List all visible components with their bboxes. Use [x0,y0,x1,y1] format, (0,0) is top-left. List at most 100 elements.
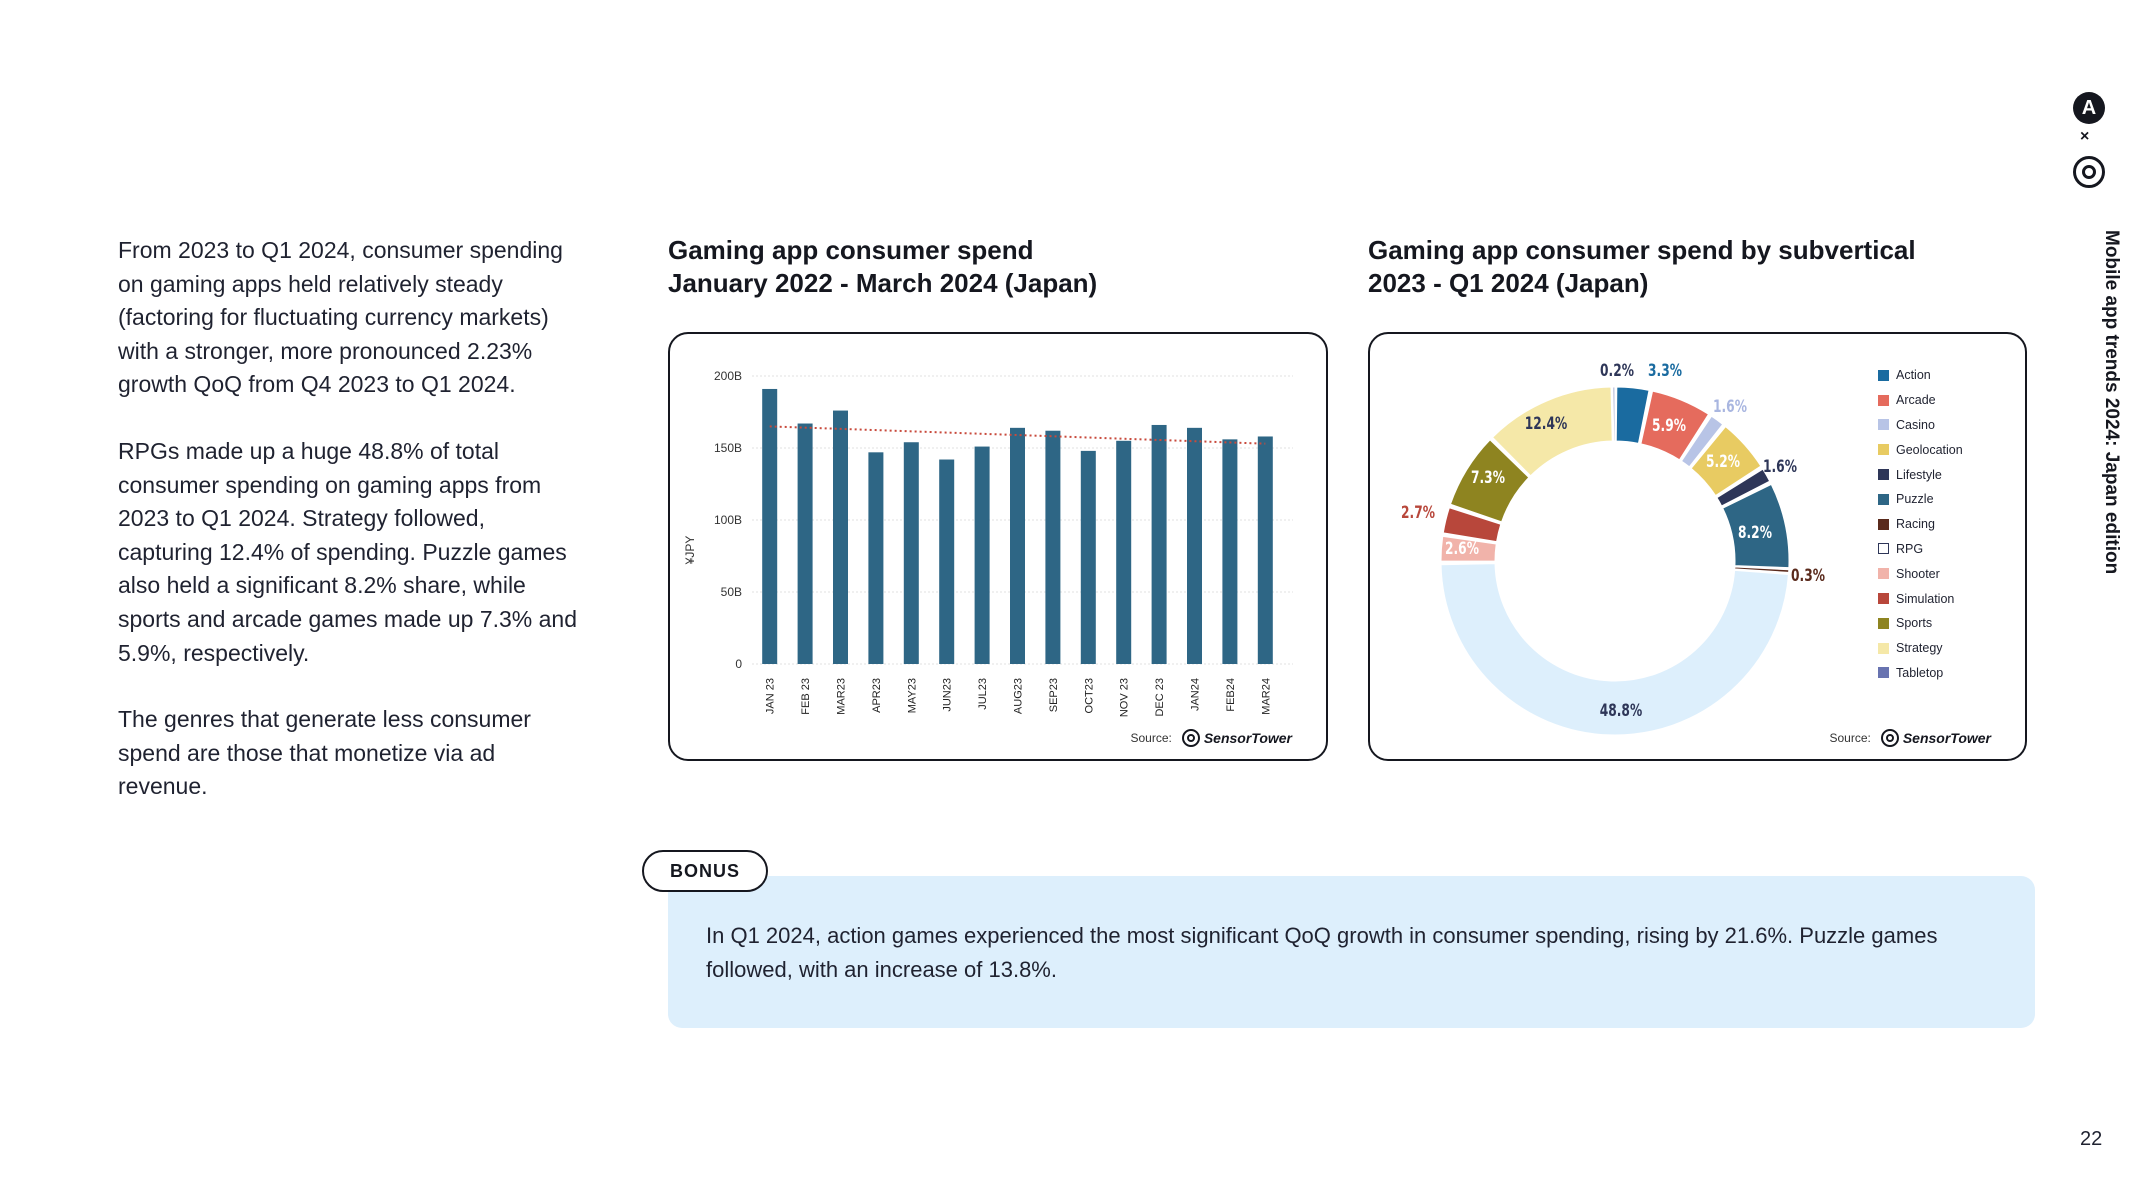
sensortower-logo: SensorTower [1181,729,1292,747]
bar-chart-source: Source: SensorTower [1130,729,1292,747]
y-tick-label: 100B [714,513,742,527]
donut-slice [1640,390,1710,461]
bar [833,410,848,664]
legend-item: Action [1878,363,1963,388]
x-tick-label: MAR23 [836,678,848,715]
donut-slice [1442,507,1502,543]
brand-x-icon: × [2080,128,2090,145]
legend-label: Simulation [1896,591,1955,606]
bar [797,423,813,664]
legend-swatch [1878,568,1889,580]
donut-chart: 3.3% 5.9% 1.6% 5.2% 1.6% 8.2% 0.3% 48.8% 2.6% 2.7… [1401,361,1825,736]
bar [974,446,990,664]
legend-label: Sports [1896,616,1933,631]
bar-chart-card: 0 50B 100B 150B 200B ¥JPY JAN 23 FEB 23 MAR23 APR… [668,332,1328,761]
donut-slice [1734,566,1790,573]
bar [1080,450,1096,664]
x-tick-label: JUN23 [942,678,954,712]
report-side-title: Mobile app trends 2024: Japan edition [2101,230,2122,575]
y-axis-label: ¥JPY [683,536,697,566]
sensortower-brand: SensorTower [1902,730,1991,746]
summary-paragraph-2: RPGs made up a huge 48.8% of total consu… [118,437,578,666]
legend-item: Shooter [1878,561,1963,586]
donut-slice [1440,535,1497,562]
legend-label: Racing [1896,517,1935,532]
donut-slice [1716,468,1771,507]
donut-slice [1615,386,1650,444]
sensortower-icon [1880,729,1899,747]
bar [1187,427,1202,664]
y-tick-label: 150B [714,441,742,455]
x-tick-label: APR23 [871,678,883,713]
legend-item: RPG [1878,537,1963,562]
page-number: 22 [2080,1128,2103,1150]
legend-item: Lifestyle [1878,462,1963,487]
donut-slice [1612,386,1616,442]
legend-item: Geolocation [1878,437,1963,462]
bar-chart-title-line1: Gaming app consumer spend [668,235,1034,265]
donut-slice [1680,415,1724,468]
legend-swatch [1878,593,1889,605]
brand-logo-icon: A [2073,92,2105,124]
legend-label: Strategy [1896,641,1943,656]
y-tick-label: 0 [735,657,742,671]
source-label: Source: [1130,731,1172,745]
donut-chart-title-line2: 2023 - Q1 2024 (Japan) [1368,268,1649,298]
legend-swatch [1878,518,1889,530]
x-tick-label: SEP23 [1048,678,1060,712]
legend-label: Puzzle [1896,492,1934,507]
bonus-text: In Q1 2024, action games experienced the… [706,923,1938,982]
legend-item: Simulation [1878,586,1963,611]
legend-swatch [1878,493,1889,505]
legend-swatch [1878,444,1889,456]
bar-chart: 0 50B 100B 150B 200B ¥JPY JAN 23 FEB 23 MAR23 APR… [683,369,1293,717]
slice-label: 2.6% [1445,539,1479,559]
summary-paragraph-1: From 2023 to Q1 2024, consumer spending … [118,237,563,398]
sensortower-logo: SensorTower [1880,729,1991,747]
bar [868,452,884,664]
slice-label: 2.7% [1401,503,1435,523]
bar [1116,440,1132,664]
legend-swatch [1878,617,1889,629]
slice-label: 12.4% [1525,414,1568,434]
legend-item: Casino [1878,413,1963,438]
bar-chart-title: Gaming app consumer spend January 2022 -… [668,234,1097,300]
legend-swatch [1878,667,1889,679]
slice-label: 0.3% [1791,566,1825,586]
bar [939,459,955,664]
summary-paragraph-3: The genres that generate less consumer s… [118,706,531,800]
x-tick-label: FEB24 [1225,678,1237,712]
bar [1045,430,1061,664]
donut-slice [1449,439,1530,523]
x-tick-label: JAN24 [1190,678,1202,711]
bar [1222,439,1238,664]
sensortower-icon [1181,729,1200,747]
donut-legend: Action Arcade Casino Geolocation Lifestyle Pu… [1878,363,1963,685]
slice-label: 8.2% [1738,523,1772,543]
legend-swatch [1878,369,1889,381]
legend-item: Racing [1878,512,1963,537]
bar [762,388,778,664]
legend-swatch [1878,642,1889,654]
donut-chart-source: Source: SensorTower [1829,729,1991,747]
legend-label: Tabletop [1896,665,1944,680]
slice-label: 0.2% [1600,361,1634,381]
legend-swatch [1878,419,1889,431]
x-tick-label: JAN 23 [765,678,777,714]
y-tick-label: 200B [714,369,742,383]
source-label: Source: [1829,731,1871,745]
legend-label: Action [1896,368,1931,383]
bar [1010,427,1025,664]
donut-chart-title-line1: Gaming app consumer spend by subvertical [1368,235,1916,265]
x-tick-label: AUG23 [1013,678,1025,714]
x-tick-label: FEB 23 [800,678,812,715]
legend-label: Lifestyle [1896,467,1942,482]
bar-chart-title-line2: January 2022 - March 2024 (Japan) [668,268,1098,298]
bonus-badge: BONUS [642,850,768,892]
bar [903,442,919,664]
summary-text: From 2023 to Q1 2024, consumer spending … [118,234,578,837]
bonus-box: In Q1 2024, action games experienced the… [668,876,2035,1028]
legend-label: Geolocation [1896,442,1963,457]
slice-label: 5.9% [1652,416,1686,436]
legend-item: Strategy [1878,636,1963,661]
